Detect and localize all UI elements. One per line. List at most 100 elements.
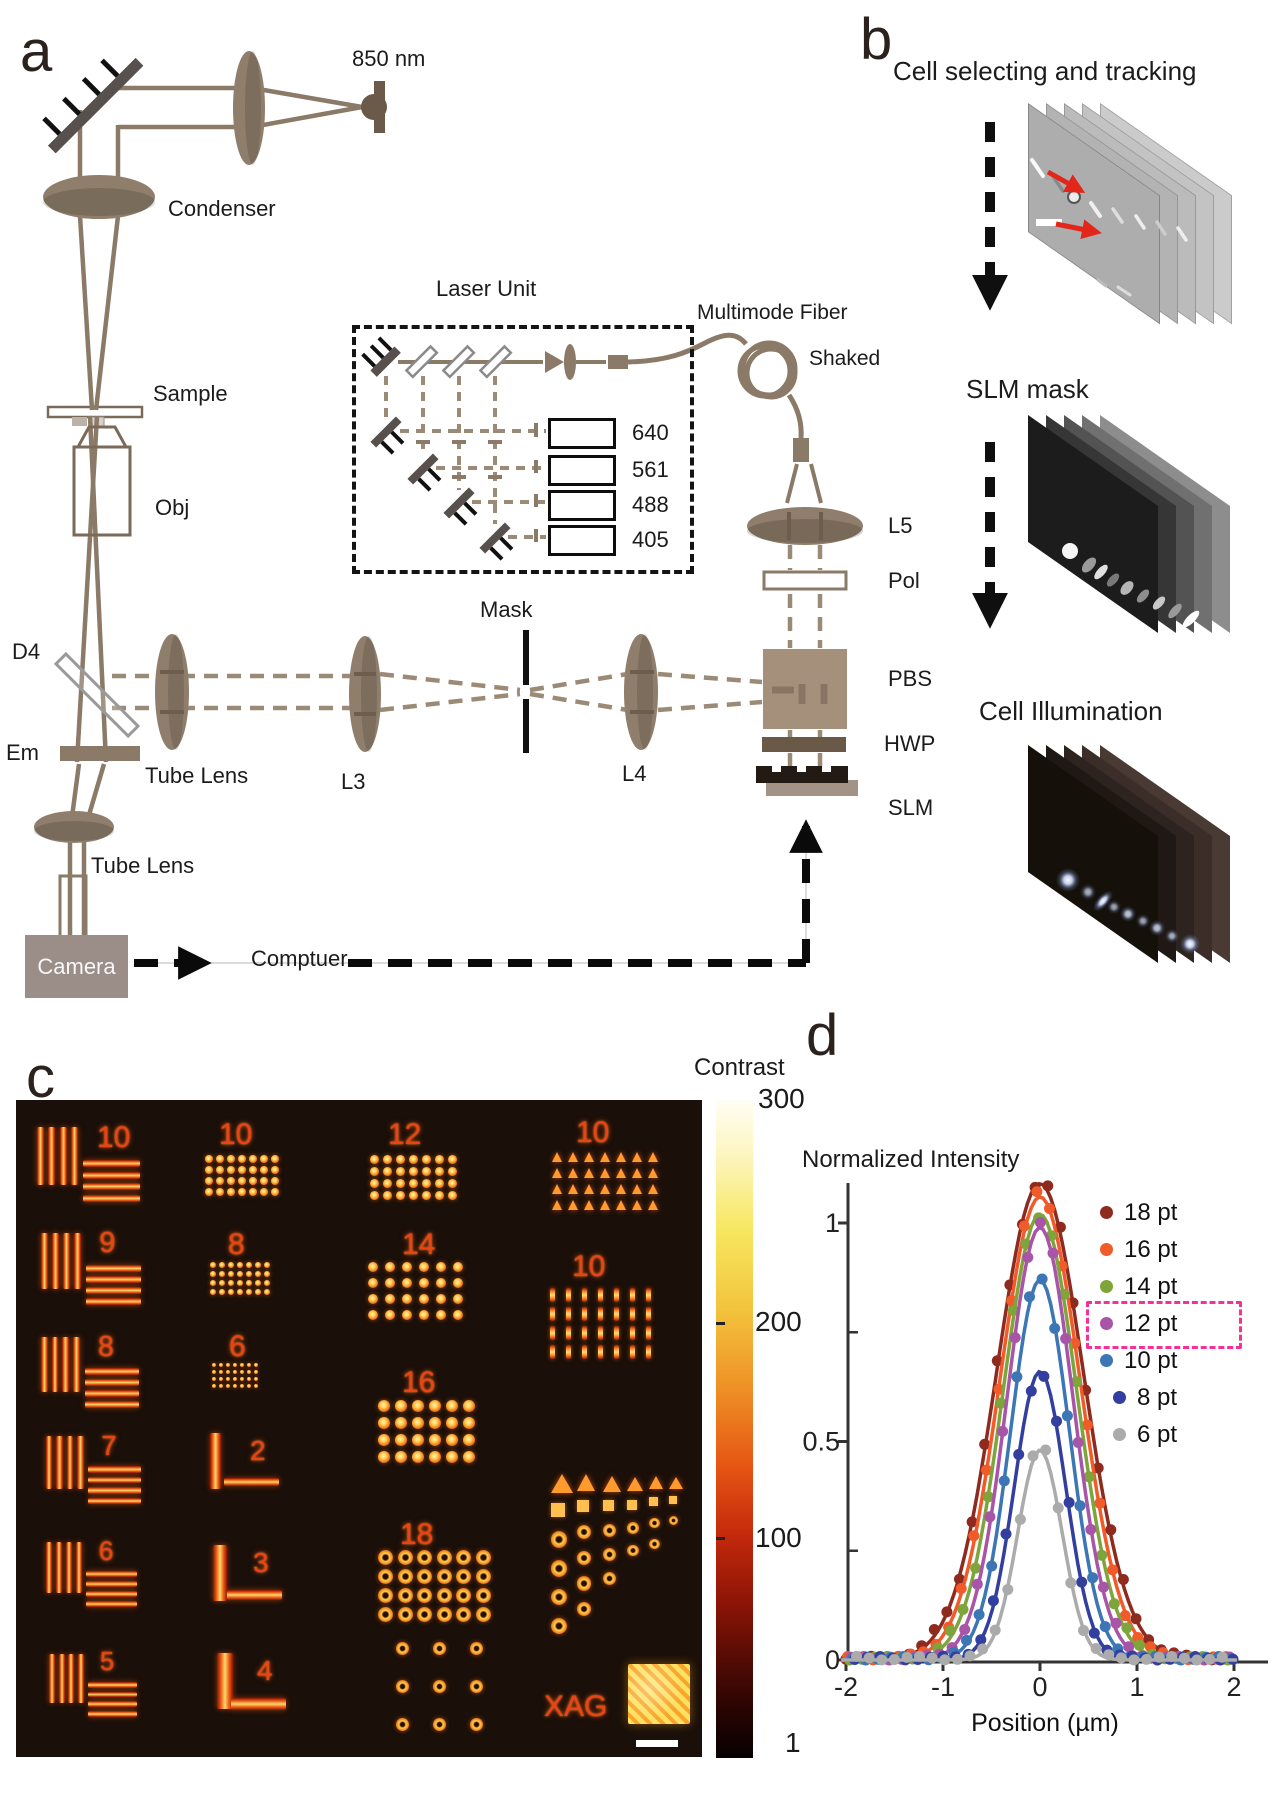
laser-405-box [548,525,616,556]
c-dot [577,1576,592,1591]
c-triangle [584,1152,594,1162]
series-dot [987,1595,999,1607]
c-dot [227,1166,235,1174]
c-dot [419,1278,429,1288]
c-dot [237,1289,243,1295]
slm-icon [756,766,858,796]
c-dot [264,1271,270,1277]
c-dot [228,1262,234,1268]
c-usaf-vbar [62,1337,70,1393]
c-dot [396,1155,405,1164]
c-dot [448,1191,457,1200]
c-dot [216,1166,224,1174]
c-dot [402,1278,412,1288]
c-usaf-hbar [84,1379,139,1386]
colorbar-tick-mark [716,1537,725,1540]
fiber-connector-icon [793,438,809,462]
c-dot [260,1188,268,1196]
series-dot [964,1650,976,1662]
legend-label: 16 pt [1124,1235,1178,1263]
series-dot [1071,1376,1082,1388]
cell-pointer-arrows [1046,169,1102,240]
series-dot [1178,1652,1190,1664]
series-dot [1044,1203,1055,1214]
c-dot [212,1363,217,1368]
c-dot [396,1191,405,1200]
c-dot [264,1280,270,1286]
series-dot [1013,1449,1025,1460]
series-dot [959,1624,971,1635]
y-tick-label: 0 [825,1645,840,1675]
series-dot [1027,1450,1039,1462]
tube-lens-lower-label: Tube Lens [91,853,195,878]
c-dot [395,1451,407,1463]
c-triangle [584,1184,594,1194]
c-dot [429,1434,441,1446]
c-dot [436,1550,452,1565]
c-triangle [632,1168,642,1178]
c-dot [463,1400,475,1412]
series-dot [1085,1524,1097,1535]
c-usaf-hbar [85,1298,141,1306]
c-dot [422,1155,431,1164]
c-square [649,1496,658,1506]
c-dot [255,1271,261,1277]
c-square [577,1499,589,1512]
legend-dot [1113,1428,1126,1441]
c-vdash [614,1326,619,1340]
c-triangle [600,1184,610,1194]
c-usaf-vbar [37,1127,44,1185]
c-triangle [568,1200,578,1210]
series-dot [1092,1462,1104,1474]
legend-dot [1100,1354,1113,1367]
laser-561-box [548,455,616,486]
dichroic-d4-icon [53,651,141,739]
legend-dot [1113,1391,1126,1404]
c-dot [247,1363,252,1368]
series-dot [1074,1500,1086,1512]
c-usaf-vbar [51,1233,59,1290]
c-vdash [646,1345,651,1359]
c-vdash [630,1326,635,1340]
series-dot [851,1650,862,1662]
scan-mirror-icon [42,57,144,154]
c-dot [397,1569,413,1584]
c-usaf-vbar [56,1436,63,1490]
c-element-number: 16 [402,1366,436,1399]
c-dot [446,1451,458,1463]
c-L-vbar [217,1653,233,1709]
c-dot [205,1166,213,1174]
c-dot [216,1177,224,1185]
intensity-profile-chart: 0 0.5 1 -2 -1 0 1 2 Position (µm) [802,1180,1268,1737]
camera-label: Camera [37,953,116,979]
laser-unit-mirrors [361,336,628,561]
legend-label: 18 pt [1124,1198,1178,1226]
laser-488-box [548,490,616,521]
x-tick-label: 1 [1129,1672,1144,1702]
c-dot [210,1262,216,1268]
series-dot [876,1654,888,1666]
c-dot [271,1177,279,1185]
c-dot [240,1370,245,1375]
c-dot [453,1278,463,1288]
c-usaf-hbar [88,1691,137,1698]
c-dot [378,1451,390,1463]
c-dot [227,1177,235,1185]
c-dot [463,1451,475,1463]
c-usaf-hbar [88,1711,137,1717]
sample-label: Sample [153,381,228,406]
c-dot [383,1179,392,1188]
c-dot [396,1167,405,1176]
c-dot [395,1417,407,1429]
contrast-test-image: 10 9 8 7 6 5 2 3 4 10 12 10 8 14 10 6 16 18 XAG [16,1100,702,1757]
c-usaf-vbar [62,1233,70,1290]
c-dot [577,1602,592,1617]
c-dot [378,1607,393,1622]
series-dot [1123,1641,1135,1653]
c-dot [422,1179,431,1188]
c-dot [249,1177,257,1185]
series-dot [1108,1598,1120,1610]
series-dot [1119,1610,1131,1622]
c-xag-square [628,1664,690,1724]
series-dot [941,1606,953,1618]
